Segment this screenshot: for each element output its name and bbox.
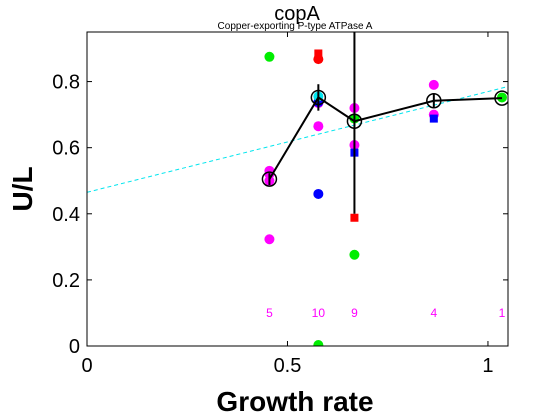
y-tick-label: 0.8 [52,72,80,94]
y-axis: 0 0.2 0.4 0.6 0.8 [52,72,508,358]
plot-frame [86,31,509,347]
y-tick-label: 0.4 [52,204,80,226]
data-point [264,51,275,62]
x-tick-label: 1 [482,355,493,377]
data-point-square [314,49,323,58]
mean-marker [426,92,442,109]
data-point [496,92,507,103]
data-point-square [429,114,438,123]
chart-subtitle: Copper-exporting P-type ATPase A [218,21,373,32]
mean-marker [310,89,327,106]
count-label: 9 [351,306,358,320]
count-label: 1 [499,306,506,320]
y-tick-label: 0 [69,336,80,358]
count-label: 10 [312,306,326,320]
data-point-square [350,213,359,222]
data-point [428,79,439,90]
trend-line [87,86,508,193]
mean-line [268,96,503,180]
plot-area: 5 10 9 4 1 [87,32,508,346]
mean-marker [494,90,508,106]
mean-marker [261,171,278,187]
x-tick-label: 0 [81,355,92,377]
data-point [313,121,324,132]
x-axis: 0 0.5 1 [81,32,494,377]
data-point [349,249,360,260]
plot-clip-group [87,32,508,346]
count-label: 5 [266,306,273,320]
chart-title: copA [274,3,320,25]
mean-marker [346,113,363,129]
x-tick-label: 0.5 [274,355,302,377]
y-tick-label: 0.6 [52,138,80,160]
y-axis-label: U/L [7,166,38,211]
y-tick-label: 0.2 [52,270,80,292]
data-point [313,54,324,65]
x-axis-label: Growth rate [216,386,373,417]
data-point [313,188,324,199]
data-point [264,234,275,245]
data-point [313,340,324,346]
count-label: 4 [430,306,437,320]
